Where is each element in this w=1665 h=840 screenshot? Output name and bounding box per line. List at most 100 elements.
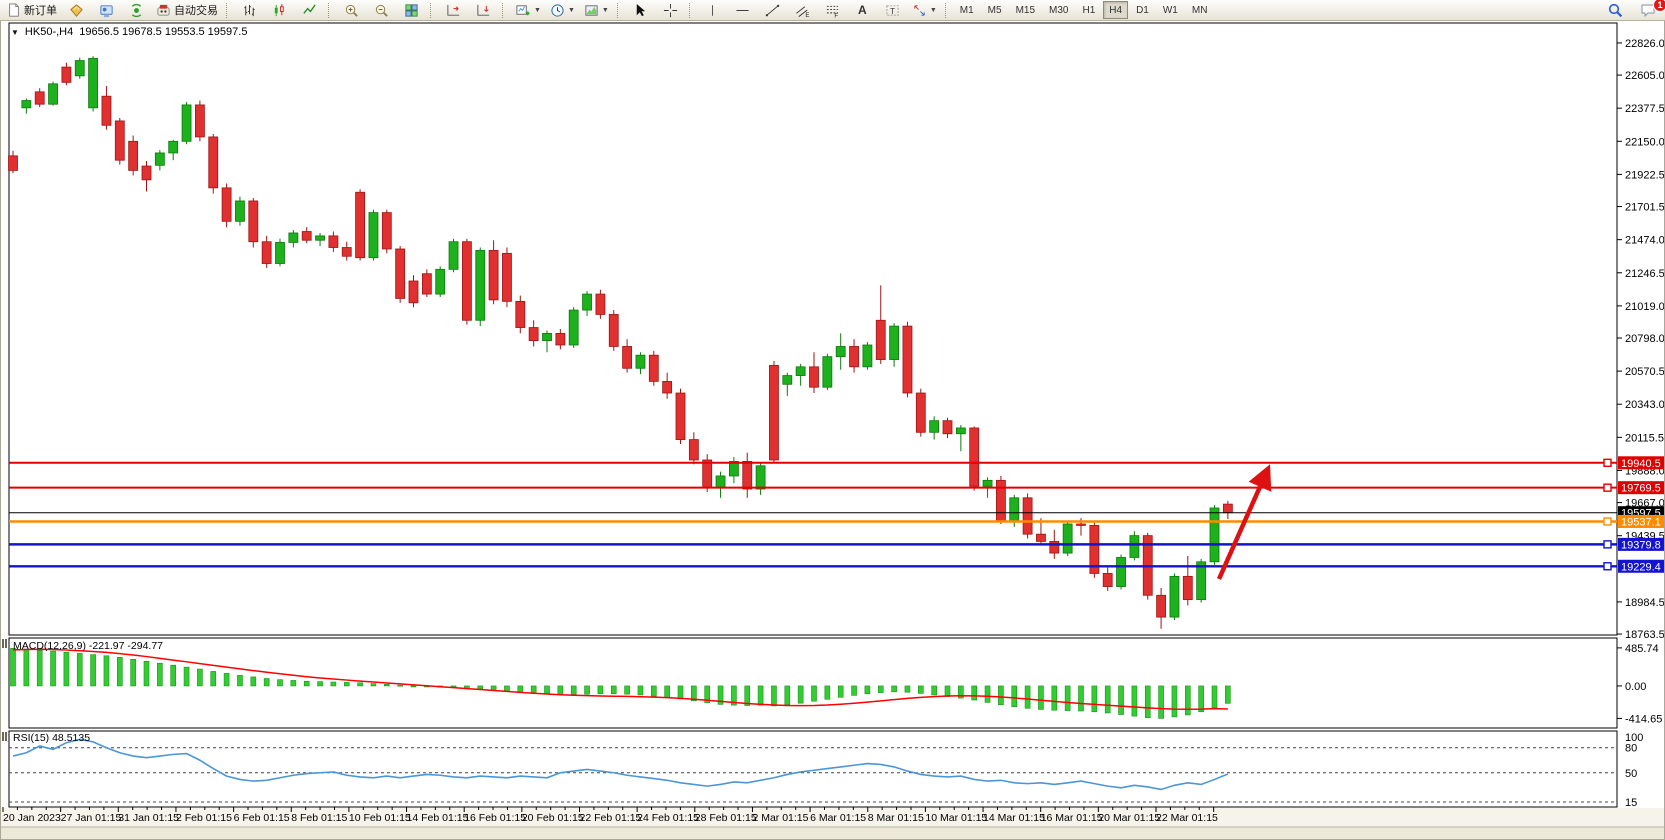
svg-text:6 Feb 01:15: 6 Feb 01:15 — [234, 812, 290, 824]
template-icon — [584, 3, 599, 18]
svg-text:6 Mar 01:15: 6 Mar 01:15 — [810, 812, 866, 824]
svg-text:2 Mar 01:15: 2 Mar 01:15 — [752, 812, 808, 824]
horizontal-line-icon — [735, 3, 750, 18]
timeframe-toolbar: M1 M5 M15 M30 H1 H4 D1 W1 MN — [954, 1, 1214, 19]
horizontal-line-tool[interactable] — [728, 1, 757, 20]
new-chart-dropdown[interactable]: ▼ — [511, 1, 545, 20]
horizontal-line-19229.4[interactable] — [9, 562, 1617, 571]
autotrading-button[interactable]: 自动交易 — [152, 1, 222, 20]
auto-scroll-icon — [476, 3, 491, 18]
timeframe-button-W1[interactable]: W1 — [1162, 4, 1178, 16]
market-watch-button[interactable] — [62, 1, 91, 20]
tile-windows-icon — [404, 3, 419, 18]
toolbar-separator — [430, 2, 435, 18]
chart-canvas[interactable]: 22826.0 22605.0 22377.5 22150.0 21922.5 21701… — [1, 21, 1664, 839]
svg-text:22 Feb 01:15: 22 Feb 01:15 — [580, 812, 642, 824]
toolbar-separator — [944, 2, 950, 18]
toolbar-right-group: 1 — [1600, 0, 1665, 20]
cursor-button[interactable] — [626, 1, 655, 20]
dropdown-caret-icon: ▼ — [534, 6, 541, 14]
svg-text:0.00: 0.00 — [1625, 681, 1646, 693]
zoom-in-button[interactable] — [337, 1, 366, 20]
price-line-label-19940.5[interactable]: 19940.5 — [1618, 456, 1664, 470]
arrows-dropdown[interactable]: ▼ — [908, 1, 941, 20]
vertical-line-tool[interactable] — [698, 1, 727, 20]
annotation-arrow[interactable] — [1216, 464, 1272, 580]
terminal-icon — [99, 3, 114, 18]
timeframe-button-H1[interactable]: H1 — [1082, 4, 1096, 16]
chart-collapse-icon[interactable]: ▼ — [11, 27, 19, 37]
svg-text:18763.5: 18763.5 — [1625, 629, 1664, 641]
text-label-tool[interactable]: T — [878, 1, 907, 20]
price-line-label-19537.1[interactable]: 19537.1 — [1618, 514, 1664, 529]
svg-text:20570.5: 20570.5 — [1625, 366, 1664, 378]
autotrading-icon — [156, 3, 171, 18]
text-tool[interactable]: A — [848, 1, 877, 20]
broadcast-icon — [129, 3, 144, 18]
templates-dropdown[interactable]: ▼ — [580, 1, 613, 20]
svg-text:31 Jan 01:15: 31 Jan 01:15 — [118, 812, 179, 824]
new-order-button[interactable]: 新订单 — [3, 1, 61, 20]
line-chart-icon — [302, 3, 317, 18]
svg-text:10 Mar 01:15: 10 Mar 01:15 — [925, 812, 987, 824]
svg-text:100: 100 — [1625, 732, 1643, 744]
price-line-label-19379.8[interactable]: 19379.8 — [1618, 537, 1664, 552]
horizontal-line-19379.8[interactable] — [9, 540, 1617, 549]
auto-scroll-button[interactable] — [469, 1, 498, 20]
terminal-button[interactable] — [92, 1, 121, 20]
svg-text:8 Mar 01:15: 8 Mar 01:15 — [868, 812, 924, 824]
svg-text:T: T — [890, 6, 895, 15]
horizontal-line-19769.5[interactable] — [9, 483, 1617, 492]
svg-text:22150.0: 22150.0 — [1625, 136, 1664, 148]
timeframe-button-M1[interactable]: M1 — [959, 4, 974, 16]
chart-title: ▼ HK50-,H4 19656.5 19678.5 19553.5 19597… — [11, 26, 247, 38]
chart-shift-icon — [446, 3, 461, 18]
macd-axis: 485.74 0.00 -414.65 — [1617, 643, 1662, 725]
svg-text:E: E — [805, 12, 809, 18]
zoom-out-icon — [374, 3, 389, 18]
svg-text:21474.0: 21474.0 — [1625, 235, 1664, 247]
svg-text:F: F — [834, 12, 838, 17]
timeframe-button-H4[interactable]: H4 — [1103, 1, 1129, 19]
search-button[interactable] — [1600, 1, 1629, 20]
tile-windows-button[interactable] — [397, 1, 426, 20]
svg-text:20 Jan 2023: 20 Jan 2023 — [3, 812, 61, 824]
svg-text:14 Mar 01:15: 14 Mar 01:15 — [983, 812, 1045, 824]
candlestick-chart-button[interactable] — [265, 1, 294, 20]
autotrading-label: 自动交易 — [174, 5, 218, 17]
equidistant-channel-tool[interactable]: E — [788, 1, 817, 20]
price-line-label-19769.5[interactable]: 19769.5 — [1618, 481, 1664, 495]
timeframe-button-D1[interactable]: D1 — [1136, 4, 1149, 16]
chart-shift-button[interactable] — [439, 1, 468, 20]
main-pane — [8, 22, 1618, 636]
svg-text:15: 15 — [1625, 797, 1637, 809]
bar-chart-button[interactable] — [235, 1, 264, 20]
new-chart-icon — [515, 3, 531, 18]
timeframe-button-M5[interactable]: M5 — [987, 4, 1002, 16]
fibonacci-tool[interactable]: F — [818, 1, 847, 20]
rsi-line — [12, 738, 1229, 791]
horizontal-line-19537.1[interactable] — [9, 517, 1617, 526]
timeframe-button-M15[interactable]: M15 — [1015, 4, 1036, 16]
candlestick-series — [8, 56, 1233, 629]
horizontal-line-19940.5[interactable] — [9, 458, 1617, 467]
svg-text:-414.65: -414.65 — [1625, 713, 1662, 725]
trendline-tool[interactable] — [758, 1, 787, 20]
crosshair-button[interactable] — [656, 1, 685, 20]
line-chart-button[interactable] — [295, 1, 324, 20]
cursor-icon — [633, 3, 648, 18]
timeframe-button-MN[interactable]: MN — [1191, 4, 1208, 16]
zoom-out-button[interactable] — [367, 1, 396, 20]
news-button[interactable] — [122, 1, 151, 20]
price-line-label-19229.4[interactable]: 19229.4 — [1618, 559, 1664, 574]
timeframe-button-M30[interactable]: M30 — [1049, 4, 1069, 16]
clock-icon — [550, 3, 565, 18]
svg-text:80: 80 — [1625, 743, 1637, 755]
text-label-icon: T — [885, 3, 900, 18]
periods-dropdown[interactable]: ▼ — [546, 1, 579, 20]
price-axis: 22826.0 22605.0 22377.5 22150.0 21922.5 21701… — [1617, 38, 1664, 641]
bar-chart-icon — [242, 3, 257, 18]
chat-button[interactable]: 1 — [1633, 0, 1665, 20]
